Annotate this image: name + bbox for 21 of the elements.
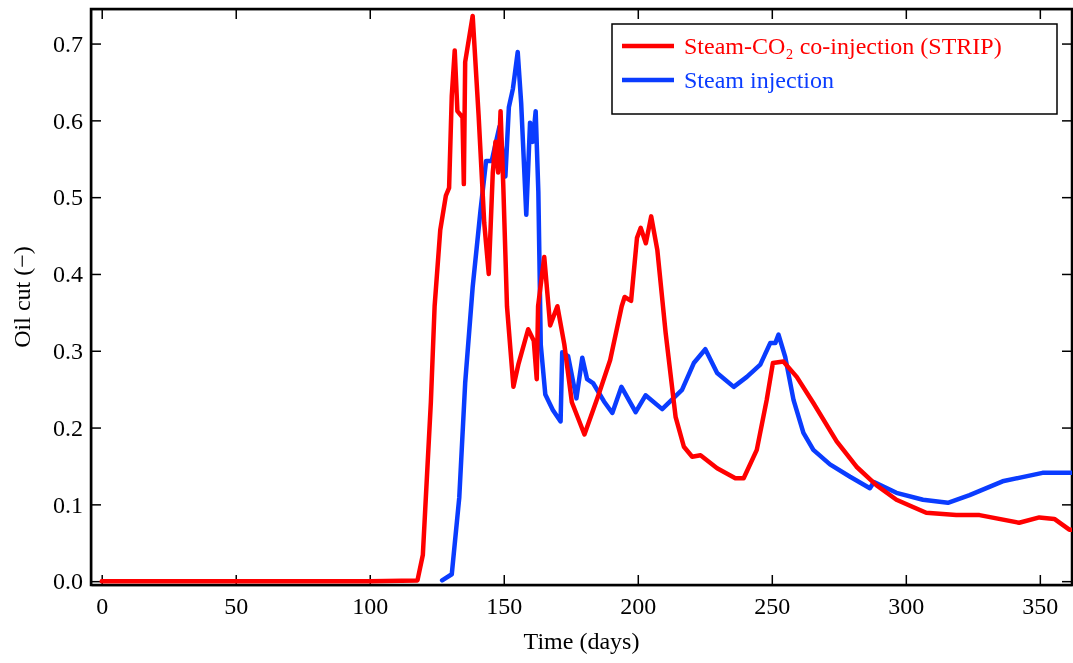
x-tick-label: 150 [486, 593, 523, 620]
x-tick-label: 350 [1022, 593, 1059, 620]
x-tick-label: 300 [888, 593, 925, 620]
line-series [99, 13, 1072, 584]
y-tick-label: 0.2 [53, 414, 83, 441]
y-tick-label: 0.1 [53, 491, 83, 518]
y-tick-label: 0.7 [53, 30, 83, 57]
y-tick-label: 0.3 [53, 337, 83, 364]
x-tick-label: 250 [754, 593, 791, 620]
legend-label: Steam-CO₂ co-injection (STRIP) [684, 33, 1002, 59]
y-tick-label: 0.0 [53, 568, 83, 595]
legend-label: Steam injection [684, 67, 834, 93]
y-tick-label: 0.6 [53, 107, 83, 134]
x-tick-label: 200 [620, 593, 657, 620]
x-tick-label: 50 [224, 593, 249, 620]
x-axis-title: Time (days) [523, 628, 640, 654]
x-tick-label: 0 [96, 593, 109, 620]
y-axis-title: Oil cut (−) [9, 246, 35, 348]
y-tick-label: 0.5 [53, 184, 83, 211]
x-tick-label: 100 [352, 593, 389, 620]
y-tick-label: 0.4 [53, 261, 83, 288]
